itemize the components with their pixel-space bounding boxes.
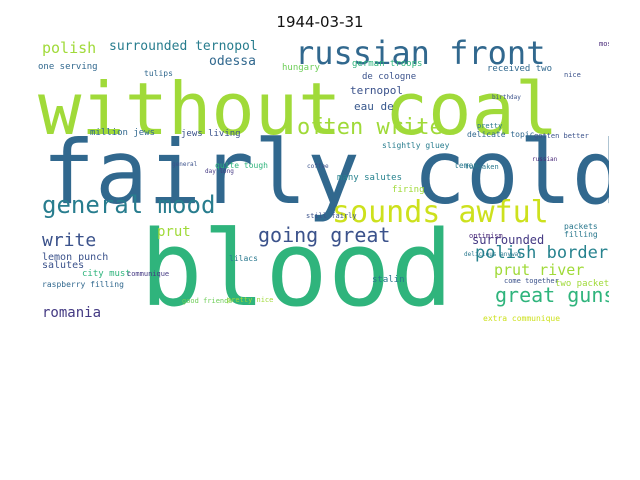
word-cloud-word: russian [532, 156, 558, 163]
word-cloud-word: two packets [555, 279, 609, 289]
word-cloud-word: city must [82, 269, 131, 279]
word-cloud-word: romania [42, 305, 102, 321]
word-cloud-word: sounds awful [332, 195, 549, 230]
word-cloud-word: general [172, 161, 198, 168]
word-cloud-word: polish border [475, 243, 609, 263]
word-cloud-word: birthday [492, 94, 521, 101]
word-cloud-word: raspberry filling [42, 280, 124, 289]
word-cloud-word: good friends [182, 297, 233, 305]
word-cloud-word: communique [127, 270, 170, 278]
word-cloud-word: surrounded [472, 233, 545, 247]
word-cloud-word: pretty [477, 122, 503, 130]
word-cloud-word: optimism [469, 232, 503, 240]
word-cloud-word: moscow [599, 40, 609, 48]
word-cloud-word: gotten better [534, 132, 589, 140]
word-cloud-word: odessa [209, 54, 256, 69]
word-cloud-word: coffee [307, 163, 329, 170]
word-cloud-word: extra communique [483, 314, 561, 323]
word-cloud-word: fairly cold [42, 121, 609, 224]
word-cloud-word: slightly gluey [382, 141, 450, 150]
word-cloud-word: without coal [38, 67, 559, 151]
word-cloud-word: delicate topic [467, 130, 535, 139]
word-cloud-word: tulips [144, 69, 173, 78]
word-cloud-word: lilacs [229, 254, 258, 263]
word-cloud-word: quite tough [215, 161, 268, 170]
word-cloud-word: prut [157, 224, 191, 240]
word-cloud-word: de cologne [362, 72, 417, 82]
word-cloud-word: one serving [38, 62, 98, 72]
word-cloud-word: nice [564, 71, 581, 79]
word-cloud-word: pretty nice [227, 296, 274, 304]
word-cloud-word: jews living [181, 129, 241, 139]
word-cloud-word: prut river [494, 261, 585, 279]
word-cloud-word: lemon [454, 161, 479, 170]
word-cloud-word: received two [487, 64, 553, 74]
word-cloud-word: firing [392, 185, 425, 195]
word-cloud-word: filling [564, 230, 598, 239]
word-cloud-word: blood [140, 208, 454, 330]
word-cloud-word: eau de [354, 100, 394, 113]
word-cloud-word: day long [205, 168, 234, 175]
word-cloud-word: hungary [282, 63, 320, 73]
word-cloud-word: come together [504, 277, 559, 285]
word-cloud-word: ternopol [350, 84, 403, 97]
word-cloud-word: often write [297, 115, 443, 140]
word-cloud-word: going great [258, 223, 391, 247]
word-cloud-word: german troops [352, 59, 423, 69]
word-cloud-word: write [42, 230, 97, 251]
word-cloud-word: delicious anyway [464, 251, 522, 258]
word-cloud: blood fairly cold without coal russian fron… [32, 35, 609, 330]
word-cloud-word: lemon punch [42, 252, 109, 263]
word-cloud-word: surrounded ternopol [109, 39, 258, 54]
word-cloud-word: million jews [90, 128, 156, 138]
plot-title: 1944-03-31 [276, 13, 364, 31]
word-cloud-word: russian front [295, 35, 546, 72]
word-cloud-word: general mood [42, 191, 216, 219]
word-cloud-word: polish [42, 39, 97, 57]
word-cloud-word: packets [564, 222, 598, 231]
word-cloud-word: salutes [42, 260, 85, 271]
word-cloud-word: great guns [495, 283, 609, 307]
word-cloud-word: still fairly [306, 212, 357, 220]
word-cloud-word: many salutes [337, 173, 403, 183]
word-cloud-word: forsaken [465, 163, 499, 171]
word-cloud-word: stalin [372, 275, 405, 285]
